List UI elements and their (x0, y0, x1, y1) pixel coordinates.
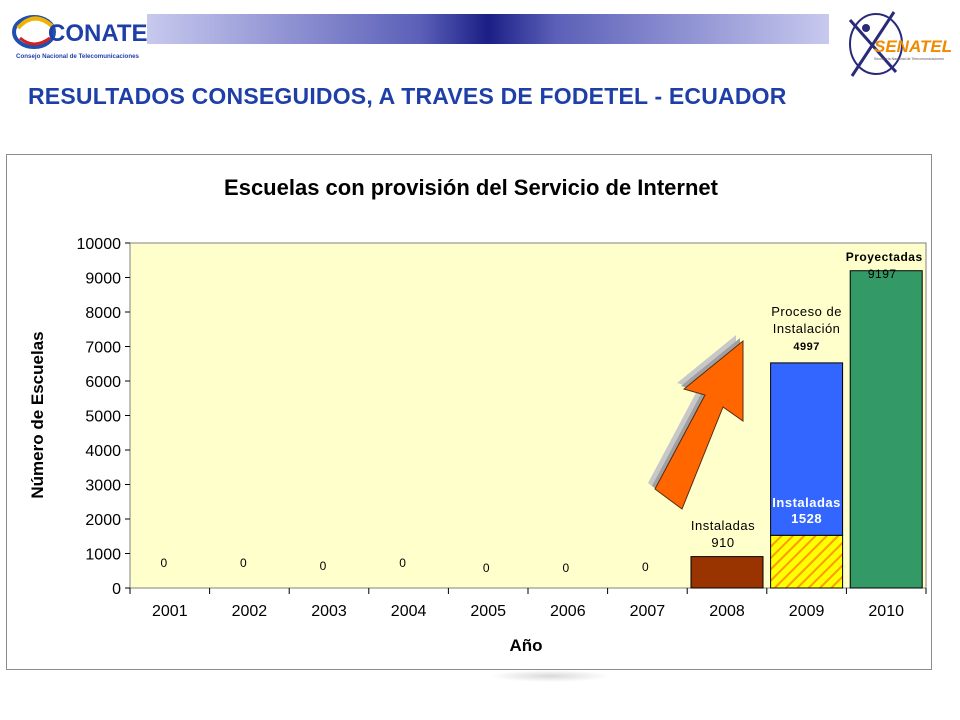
data-label: 910 (711, 535, 734, 550)
data-label: Instaladas (691, 518, 755, 533)
zero-label: 0 (642, 560, 649, 574)
conatel-logo-name: CONATEL (48, 20, 148, 47)
senatel-logo-subtitle: Secretaría Nacional de Telecomunicacione… (874, 57, 944, 61)
x-tick-label: 2010 (868, 603, 904, 620)
conatel-logo: CONATEL Consejo Nacional de Telecomunica… (12, 15, 148, 60)
data-label: Instaladas (772, 495, 841, 510)
page-title: RESULTADOS CONSEGUIDOS, A TRAVES DE FODE… (28, 83, 787, 109)
bar-2010-proyectadas (849, 270, 923, 589)
header-gradient-band (147, 14, 829, 44)
zero-label: 0 (240, 556, 247, 570)
y-tick-label: 3000 (85, 478, 121, 495)
y-tick-label: 4000 (85, 443, 121, 460)
y-tick-label: 9000 (85, 271, 121, 288)
data-labels: 0 0 0 0 0 0 0Instaladas910Instaladas1528Proces… (160, 250, 922, 575)
x-tick-label: 2005 (470, 603, 506, 620)
bars (690, 270, 923, 589)
data-label: 9197 (868, 267, 897, 281)
bar-2008-instaladas (690, 556, 764, 589)
x-tick-label: 2006 (550, 603, 586, 620)
data-label: 1528 (791, 511, 822, 526)
x-tick-label: 2007 (630, 603, 666, 620)
data-label: 4997 (793, 341, 819, 353)
data-label: Instalación (773, 321, 841, 336)
x-tick-label: 2009 (789, 603, 825, 620)
zero-label: 0 (562, 561, 569, 575)
zero-label: 0 (483, 561, 490, 575)
zero-label: 0 (320, 559, 327, 573)
x-tick-label: 2004 (391, 603, 427, 620)
x-axis-title: Año (509, 636, 542, 655)
chart-container: Escuelas con provisión del Servicio de I… (6, 154, 932, 670)
x-tick-label: 2001 (152, 603, 188, 620)
y-tick-label: 7000 (85, 340, 121, 357)
conatel-logo-subtitle: Consejo Nacional de Telecomunicaciones (16, 53, 140, 60)
data-label: Proyectadas (846, 250, 923, 264)
trend-arrow (648, 335, 744, 510)
y-axis-title: Número de Escuelas (28, 331, 47, 498)
x-tick-label: 2003 (311, 603, 347, 620)
x-tick-label: 2002 (232, 603, 268, 620)
y-tick-label: 5000 (85, 409, 121, 426)
y-axis: 0 1000 2000 3000 4000 5000 6000 7000 8000 9000 100… (77, 236, 927, 620)
senatel-logo: SENATEL Secretaría Nacional de Telecomun… (848, 11, 952, 77)
chart-title: Escuelas con provisión del Servicio de I… (224, 175, 719, 200)
decorative-shadow (490, 670, 610, 682)
bar-2009-proceso (770, 362, 844, 536)
bar-2009-instaladas (770, 534, 844, 589)
y-tick-label: 8000 (85, 305, 121, 322)
y-tick-label: 1000 (85, 547, 121, 564)
zero-label: 0 (160, 556, 167, 570)
x-tick-label: 2008 (709, 603, 745, 620)
bar-chart: Escuelas con provisión del Servicio de I… (28, 175, 927, 655)
zero-label: 0 (399, 556, 406, 570)
y-tick-label: 6000 (85, 374, 121, 391)
y-tick-label: 2000 (85, 512, 121, 529)
y-tick-label: 0 (112, 581, 121, 598)
arrow-up-icon (654, 339, 744, 510)
senatel-logo-name: SENATEL (874, 37, 952, 56)
data-label: Proceso de (771, 304, 842, 319)
y-tick-label: 10000 (77, 236, 122, 253)
